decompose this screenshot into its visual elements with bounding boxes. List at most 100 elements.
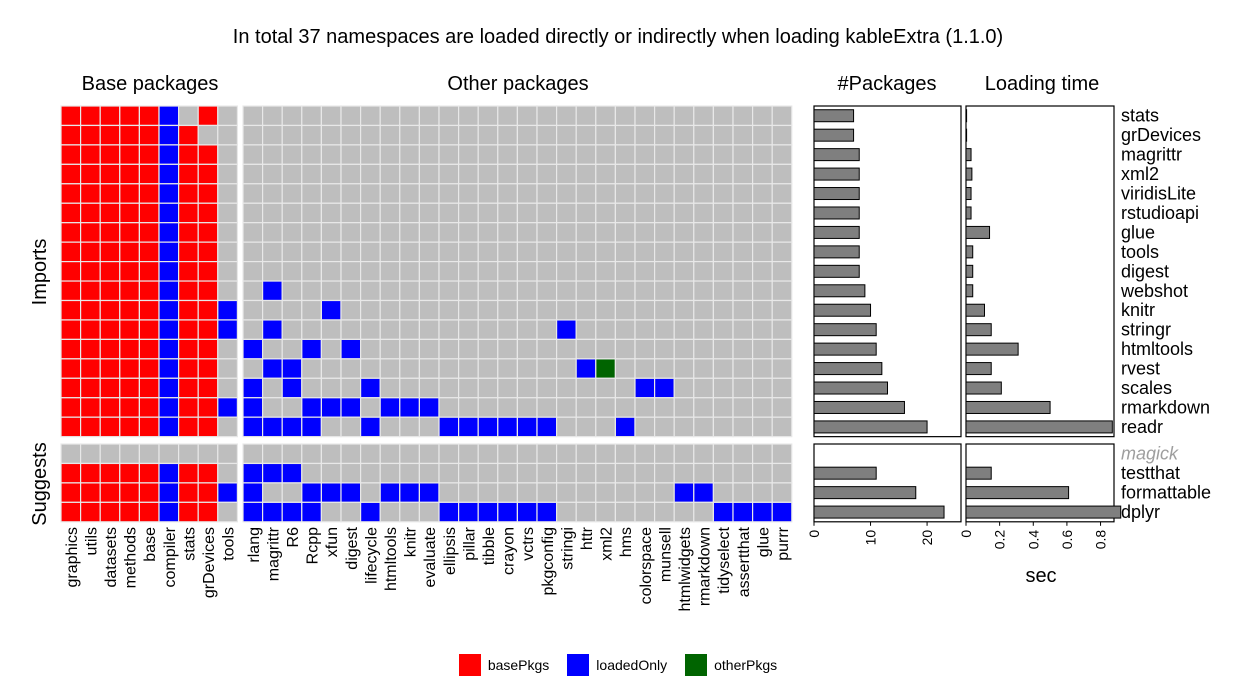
loading-time-panel-bar [965, 303, 985, 317]
heatmap-cell [673, 222, 695, 243]
heatmap-cell [458, 202, 479, 224]
heatmap-cell [197, 299, 219, 321]
loading-time-panel-bar [965, 420, 1113, 434]
heatmap-cell [60, 105, 82, 127]
heatmap-cell [418, 397, 440, 418]
heatmap-cell [614, 163, 636, 185]
heatmap-cell [178, 105, 199, 127]
heatmap-cell [693, 338, 714, 360]
heatmap-cell [477, 377, 499, 399]
column-label-stats: stats [181, 527, 198, 561]
heatmap-cell [653, 397, 675, 418]
heatmap-cell [614, 183, 636, 204]
heatmap-cell [693, 319, 714, 341]
column-label-httr: httr [579, 526, 596, 550]
heatmap-cell [497, 280, 518, 302]
heatmap-cell [301, 416, 322, 438]
heatmap-cell [751, 183, 773, 204]
heatmap-cell [614, 105, 636, 127]
packages-panel-bar [813, 362, 883, 376]
heatmap-cell [732, 501, 754, 523]
heatmap-cell [771, 222, 793, 243]
heatmap-cell [575, 416, 597, 438]
heatmap-cell [575, 338, 597, 360]
heatmap-cell [158, 299, 180, 321]
heatmap-cell [301, 299, 322, 321]
heatmap-cell [360, 397, 381, 418]
heatmap-cell [536, 482, 558, 503]
heatmap-cell [340, 358, 362, 379]
heatmap-cell [320, 358, 342, 379]
heatmap-cell [614, 397, 636, 418]
heatmap-cell [360, 124, 381, 146]
heatmap-cell [119, 416, 141, 438]
heatmap-cell [262, 105, 283, 127]
heatmap-cell [497, 222, 518, 243]
heatmap-cell [595, 443, 616, 465]
heatmap-cell [178, 183, 199, 204]
column-label-glue: glue [755, 527, 772, 557]
heatmap-cell [119, 163, 141, 185]
heatmap-cell [634, 280, 656, 302]
heatmap-cell [477, 241, 499, 263]
suggests-group-label: Suggests [29, 442, 51, 525]
heatmap-cell [458, 416, 479, 438]
heatmap-cell [418, 299, 440, 321]
heatmap-cell [516, 319, 538, 341]
heatmap-cell [614, 338, 636, 360]
packages-panel-bar [813, 342, 877, 356]
heatmap-cell [536, 261, 558, 282]
heatmap-cell [575, 358, 597, 379]
heatmap-cell [418, 241, 440, 263]
heatmap-cell [732, 183, 754, 204]
heatmap-cell [418, 124, 440, 146]
heatmap-cell [178, 222, 199, 243]
heatmap-cell [119, 241, 141, 263]
heatmap-cell [262, 299, 283, 321]
heatmap-cell [634, 222, 656, 243]
column-label-htmltools: htmltools [383, 527, 400, 591]
heatmap-cell [693, 144, 714, 165]
heatmap-cell [242, 377, 264, 399]
heatmap-cell [399, 222, 420, 243]
heatmap-cell [281, 163, 303, 185]
heatmap-cell [497, 358, 518, 379]
heatmap-cell [262, 124, 283, 146]
heatmap-cell [119, 501, 141, 523]
heatmap-cell [217, 482, 239, 503]
heatmap-cell [418, 482, 440, 503]
row-label-digest: digest [1121, 261, 1169, 281]
heatmap-cell [516, 416, 538, 438]
heatmap-cell [418, 222, 440, 243]
heatmap-cell [536, 299, 558, 321]
heatmap-cell [771, 105, 793, 127]
heatmap-cell [712, 299, 734, 321]
heatmap-cell [281, 183, 303, 204]
row-label-rvest: rvest [1121, 359, 1160, 379]
heatmap-cell [555, 144, 577, 165]
heatmap-cell [712, 443, 734, 465]
heatmap-cell [751, 416, 773, 438]
heatmap-cell [379, 105, 401, 127]
heatmap-cell [262, 358, 283, 379]
packages-panel-bar [813, 381, 888, 395]
heatmap-cell [119, 280, 141, 302]
heatmap-cell [158, 338, 180, 360]
heatmap-cell [771, 443, 793, 465]
heatmap-cell [497, 377, 518, 399]
heatmap-cell [379, 222, 401, 243]
heatmap-cell [516, 241, 538, 263]
loading-time-panel-title: Loading time [985, 73, 1100, 95]
heatmap-cell [712, 377, 734, 399]
loading-time-panel-bar [965, 245, 974, 259]
heatmap-cell [217, 105, 239, 127]
column-label-pillar: pillar [461, 526, 478, 560]
heatmap-cell [320, 202, 342, 224]
heatmap-cell [138, 124, 160, 146]
heatmap-cell [379, 358, 401, 379]
heatmap-cell [555, 462, 577, 484]
heatmap-cell [477, 443, 499, 465]
heatmap-cell [438, 358, 460, 379]
heatmap-cell [178, 482, 199, 503]
heatmap-cell [60, 443, 82, 465]
